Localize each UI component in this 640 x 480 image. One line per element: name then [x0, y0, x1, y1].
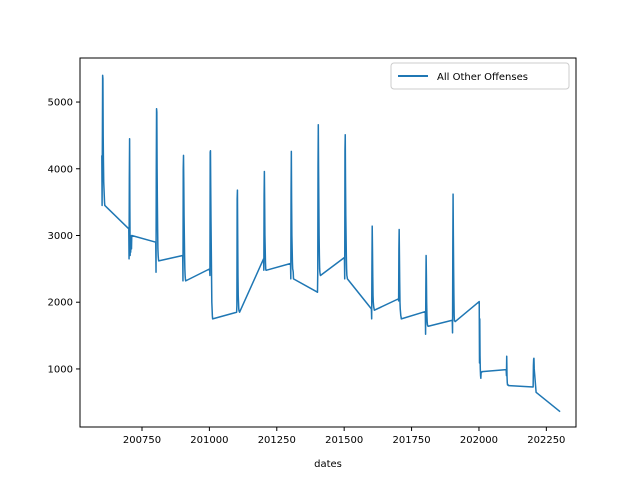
x-tick-label: 201750	[392, 435, 430, 446]
x-tick-label: 201500	[325, 435, 363, 446]
x-tick-label: 201000	[190, 435, 228, 446]
x-tick-label: 202000	[460, 435, 498, 446]
y-tick-label: 3000	[48, 231, 73, 242]
legend-label: All Other Offenses	[437, 72, 528, 83]
y-axis-ticks: 1000 2000 3000 4000 5000	[48, 98, 80, 375]
x-tick-label: 200750	[123, 435, 161, 446]
y-tick-label: 1000	[48, 364, 73, 375]
x-tick-label: 201250	[258, 435, 296, 446]
legend-box	[390, 62, 570, 90]
y-tick-label: 4000	[48, 164, 73, 175]
legend: All Other Offenses	[390, 62, 570, 90]
x-tick-label: 202250	[527, 435, 565, 446]
y-tick-label: 2000	[48, 298, 73, 309]
axes-frame	[79, 57, 577, 428]
plot-area	[101, 74, 561, 413]
x-axis-ticks: 200750 201000 201250 201500 201750 202000 2022…	[123, 427, 565, 446]
series-line-0	[101, 74, 561, 413]
y-tick-label: 5000	[48, 98, 73, 109]
x-axis-label: dates	[314, 459, 342, 470]
